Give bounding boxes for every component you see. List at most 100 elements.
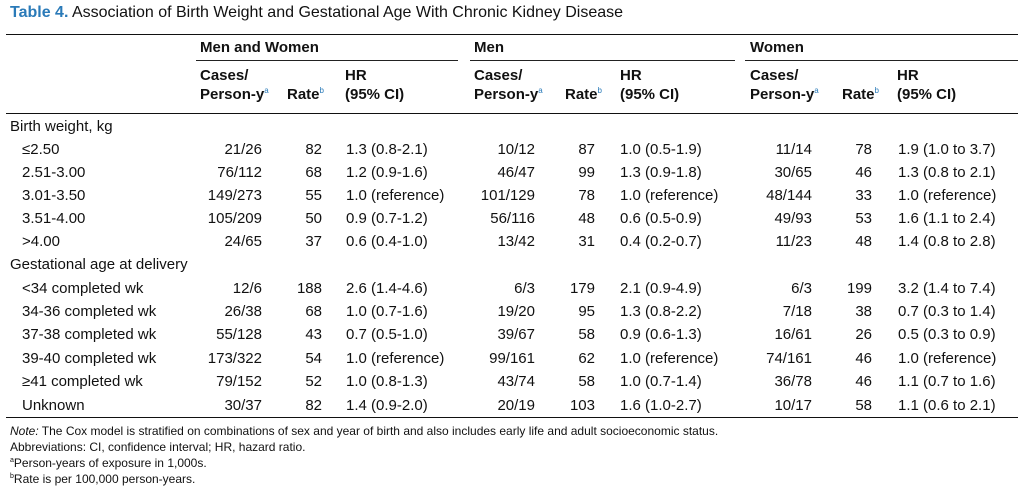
table-rule xyxy=(6,113,1018,114)
cases-cell: 101/129 xyxy=(480,187,535,204)
cases-cell: 55/128 xyxy=(216,326,262,343)
table-rule xyxy=(745,60,1018,61)
hr-cell: 1.3 (0.8-2.2) xyxy=(620,303,702,320)
section-label: Birth weight, kg xyxy=(10,118,113,135)
cases-cell: 10/12 xyxy=(497,141,535,158)
hr-cell: 1.0 (0.8-1.3) xyxy=(346,373,428,390)
cases-cell: 21/26 xyxy=(224,141,262,158)
cases-cell: 49/93 xyxy=(774,210,812,227)
row-label: ≥41 completed wk xyxy=(22,373,143,390)
rate-cell: 82 xyxy=(305,397,322,414)
table-title: Table 4. Association of Birth Weight and… xyxy=(10,4,623,22)
hr-cell: 1.0 (reference) xyxy=(898,187,997,204)
cases-header-line1: Cases/ xyxy=(474,67,523,84)
cases-cell: 13/42 xyxy=(497,233,535,250)
table-title-text: Association of Birth Weight and Gestatio… xyxy=(71,4,624,21)
cases-cell: 10/17 xyxy=(774,397,812,414)
cases-cell: 19/20 xyxy=(497,303,535,320)
rate-cell: 46 xyxy=(855,373,872,390)
cases-header-text: Person-y xyxy=(200,86,265,103)
cases-cell: 16/61 xyxy=(774,326,812,343)
rate-header-text: Rate xyxy=(287,86,320,103)
cases-footnote-marker: a xyxy=(814,86,819,95)
cases-cell: 11/14 xyxy=(775,141,812,158)
abbreviations-line: Abbreviations: CI, confidence interval; … xyxy=(10,440,306,454)
group-header: Men xyxy=(474,39,504,56)
rate-header: Rateb xyxy=(287,86,324,104)
hr-header-line1: HR xyxy=(620,67,642,84)
hr-header-line1: HR xyxy=(897,67,919,84)
hr-header-line2: (95% CI) xyxy=(897,86,957,103)
rate-header: Rateb xyxy=(842,86,879,104)
cases-header-line2: Person-ya xyxy=(200,86,269,104)
row-label: 39-40 completed wk xyxy=(22,350,157,367)
hr-cell: 1.3 (0.9-1.8) xyxy=(620,164,702,181)
rate-header-text: Rate xyxy=(842,86,875,103)
rate-cell: 58 xyxy=(578,326,595,343)
hr-cell: 0.9 (0.7-1.2) xyxy=(346,210,428,227)
row-label: 37-38 completed wk xyxy=(22,326,157,343)
row-label: ≤2.50 xyxy=(22,141,60,158)
section-label: Gestational age at delivery xyxy=(10,256,188,273)
rate-cell: 99 xyxy=(578,164,595,181)
cases-cell: 30/65 xyxy=(774,164,812,181)
hr-cell: 1.6 (1.1 to 2.4) xyxy=(898,210,996,227)
hr-header-line1: HR xyxy=(345,67,367,84)
hr-cell: 1.0 (0.7-1.6) xyxy=(346,303,428,320)
rate-cell: 62 xyxy=(578,350,595,367)
rate-cell: 68 xyxy=(305,303,322,320)
hr-cell: 1.6 (1.0-2.7) xyxy=(620,397,702,414)
rate-cell: 78 xyxy=(578,187,595,204)
rate-cell: 33 xyxy=(855,187,872,204)
rate-cell: 58 xyxy=(855,397,872,414)
cases-cell: 30/37 xyxy=(224,397,262,414)
rate-cell: 37 xyxy=(305,233,322,250)
row-label: 3.01-3.50 xyxy=(22,187,86,204)
hr-cell: 0.6 (0.4-1.0) xyxy=(346,233,428,250)
table-rule xyxy=(470,60,735,61)
rate-cell: 43 xyxy=(305,326,322,343)
rate-cell: 46 xyxy=(855,164,872,181)
cases-cell: 43/74 xyxy=(497,373,535,390)
rate-header-text: Rate xyxy=(565,86,598,103)
hr-cell: 1.4 (0.8 to 2.8) xyxy=(898,233,996,250)
hr-cell: 0.6 (0.5-0.9) xyxy=(620,210,702,227)
rate-header: Rateb xyxy=(565,86,602,104)
row-label: Unknown xyxy=(22,397,85,414)
hr-cell: 1.2 (0.9-1.6) xyxy=(346,164,428,181)
cases-header-line2: Person-ya xyxy=(474,86,543,104)
note-line: Note: The Cox model is stratified on com… xyxy=(10,423,718,439)
group-header: Women xyxy=(750,39,804,56)
cases-cell: 99/161 xyxy=(489,350,535,367)
hr-cell: 1.0 (reference) xyxy=(346,350,445,367)
note-text: The Cox model is stratified on combinati… xyxy=(38,424,719,438)
hr-cell: 1.9 (1.0 to 3.7) xyxy=(898,141,996,158)
cases-cell: 6/3 xyxy=(514,280,535,297)
cases-cell: 11/23 xyxy=(775,233,812,250)
footnote-b: bRate is per 100,000 person-years. xyxy=(10,471,718,487)
cases-cell: 173/322 xyxy=(207,350,262,367)
cases-header-line1: Cases/ xyxy=(200,67,249,84)
cases-cell: 46/47 xyxy=(497,164,535,181)
cases-cell: 6/3 xyxy=(791,280,812,297)
rate-cell: 55 xyxy=(305,187,322,204)
cases-footnote-marker: a xyxy=(264,86,269,95)
cases-cell: 105/209 xyxy=(207,210,262,227)
rate-cell: 53 xyxy=(855,210,872,227)
rate-cell: 199 xyxy=(846,280,872,297)
footnote-a-text: Person-years of exposure in 1,000s. xyxy=(13,456,207,470)
cases-cell: 7/18 xyxy=(782,303,812,320)
hr-cell: 0.9 (0.6-1.3) xyxy=(620,326,702,343)
rate-cell: 31 xyxy=(578,233,595,250)
footnote-b-text: Rate is per 100,000 person-years. xyxy=(13,472,196,486)
rate-cell: 179 xyxy=(569,280,595,297)
rate-cell: 82 xyxy=(305,141,322,158)
row-label: >4.00 xyxy=(22,233,60,250)
cases-cell: 12/6 xyxy=(232,280,262,297)
cases-cell: 36/78 xyxy=(774,373,812,390)
table-notes: Note: The Cox model is stratified on com… xyxy=(10,423,718,487)
rate-cell: 26 xyxy=(855,326,872,343)
hr-cell: 0.7 (0.3 to 1.4) xyxy=(898,303,996,320)
hr-cell: 1.0 (reference) xyxy=(346,187,445,204)
